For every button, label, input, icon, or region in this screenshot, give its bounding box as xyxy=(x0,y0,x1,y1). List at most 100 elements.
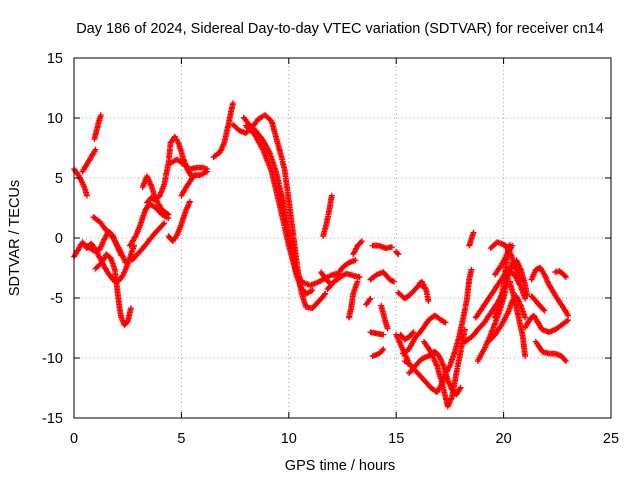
data-point: + xyxy=(505,246,512,259)
data-point: + xyxy=(520,338,527,351)
data-point: + xyxy=(425,293,432,306)
data-point: + xyxy=(401,333,408,346)
data-point: + xyxy=(521,345,528,358)
data-point: + xyxy=(370,270,377,283)
data-point: + xyxy=(284,186,291,199)
data-point: + xyxy=(333,267,340,280)
data-point: + xyxy=(284,218,291,231)
data-point: + xyxy=(521,308,528,321)
data-point: + xyxy=(275,192,282,205)
data-point: + xyxy=(293,268,300,281)
data-point: + xyxy=(511,290,518,303)
data-point: + xyxy=(113,237,120,250)
data-point: + xyxy=(409,327,416,340)
data-point: + xyxy=(397,336,404,349)
data-point: + xyxy=(86,153,93,166)
data-point: + xyxy=(287,235,294,248)
data-point: + xyxy=(190,170,197,183)
data-point: + xyxy=(180,212,187,225)
data-point: + xyxy=(560,317,567,330)
data-point: + xyxy=(560,302,567,315)
data-point: + xyxy=(118,246,125,259)
data-point: + xyxy=(273,165,280,178)
data-point: + xyxy=(510,293,517,306)
data-point: + xyxy=(357,236,364,249)
data-point: + xyxy=(536,299,543,312)
data-point: + xyxy=(437,352,444,365)
data-point: + xyxy=(552,288,559,301)
data-point: + xyxy=(426,344,433,357)
data-point: + xyxy=(82,239,89,252)
data-point: + xyxy=(398,339,405,352)
data-point: + xyxy=(112,269,119,282)
data-point: + xyxy=(565,314,572,327)
data-point: + xyxy=(125,310,132,323)
data-point: + xyxy=(133,228,140,241)
data-point: + xyxy=(114,282,121,295)
data-point: + xyxy=(430,310,437,323)
data-point: + xyxy=(287,239,294,252)
data-point: + xyxy=(187,167,194,180)
data-point: + xyxy=(246,123,253,136)
data-point: + xyxy=(350,269,357,282)
data-point: + xyxy=(379,305,386,318)
data-point: + xyxy=(443,393,450,406)
data-point: + xyxy=(532,265,539,278)
data-point: + xyxy=(518,265,525,278)
data-point: + xyxy=(498,318,505,331)
data-point: + xyxy=(424,288,431,301)
data-point: + xyxy=(501,273,508,286)
series-s16: ++++++++++++++++++++++++++++++++++++++++… xyxy=(230,108,329,314)
data-point: + xyxy=(286,200,293,213)
series-s50: +++++++++++++++++++++++++++++ xyxy=(533,335,570,367)
series-s54: ++++++++++++++++++++++ xyxy=(393,328,413,370)
data-point: + xyxy=(467,236,474,249)
series-s23: ++++++++++++ xyxy=(350,234,366,260)
data-point: + xyxy=(433,385,440,398)
data-point: + xyxy=(119,270,126,283)
data-point: + xyxy=(169,134,176,147)
data-point: + xyxy=(120,250,127,263)
data-point: + xyxy=(557,319,564,332)
data-point: + xyxy=(488,332,495,345)
data-point: + xyxy=(273,186,280,199)
data-point: + xyxy=(405,331,412,344)
data-point: + xyxy=(104,225,111,238)
data-point: + xyxy=(154,203,161,216)
data-point: + xyxy=(250,119,257,132)
data-point: + xyxy=(510,287,517,300)
data-point: + xyxy=(291,259,298,272)
data-point: + xyxy=(435,383,442,396)
data-point: + xyxy=(484,335,491,348)
data-point: + xyxy=(545,326,552,339)
data-point: + xyxy=(263,150,270,163)
data-point: + xyxy=(468,232,475,245)
data-point: + xyxy=(98,218,105,231)
data-point: + xyxy=(549,347,556,360)
data-point: + xyxy=(417,277,424,290)
data-point: + xyxy=(394,247,401,260)
data-point: + xyxy=(416,278,423,291)
data-point: + xyxy=(412,283,419,296)
data-point: + xyxy=(467,269,474,282)
data-point: + xyxy=(154,195,161,208)
data-point: + xyxy=(92,262,99,275)
data-point: + xyxy=(276,180,283,193)
data-point: + xyxy=(406,289,413,302)
data-point: + xyxy=(353,270,360,283)
data-point: + xyxy=(272,129,279,142)
data-point: + xyxy=(292,262,299,275)
series-s46: ++++++++++++++++++++++++++++++++++++++++… xyxy=(507,275,529,362)
data-point: + xyxy=(516,259,523,272)
data-point: + xyxy=(112,268,119,281)
data-point: + xyxy=(291,236,298,249)
data-point: + xyxy=(128,248,135,261)
data-point: + xyxy=(124,257,131,270)
data-point: + xyxy=(146,233,153,246)
data-point: + xyxy=(296,270,303,283)
data-point: + xyxy=(459,336,466,349)
data-point: + xyxy=(380,342,387,355)
data-point: + xyxy=(442,390,449,403)
data-point: + xyxy=(98,257,105,270)
data-point: + xyxy=(248,121,255,134)
